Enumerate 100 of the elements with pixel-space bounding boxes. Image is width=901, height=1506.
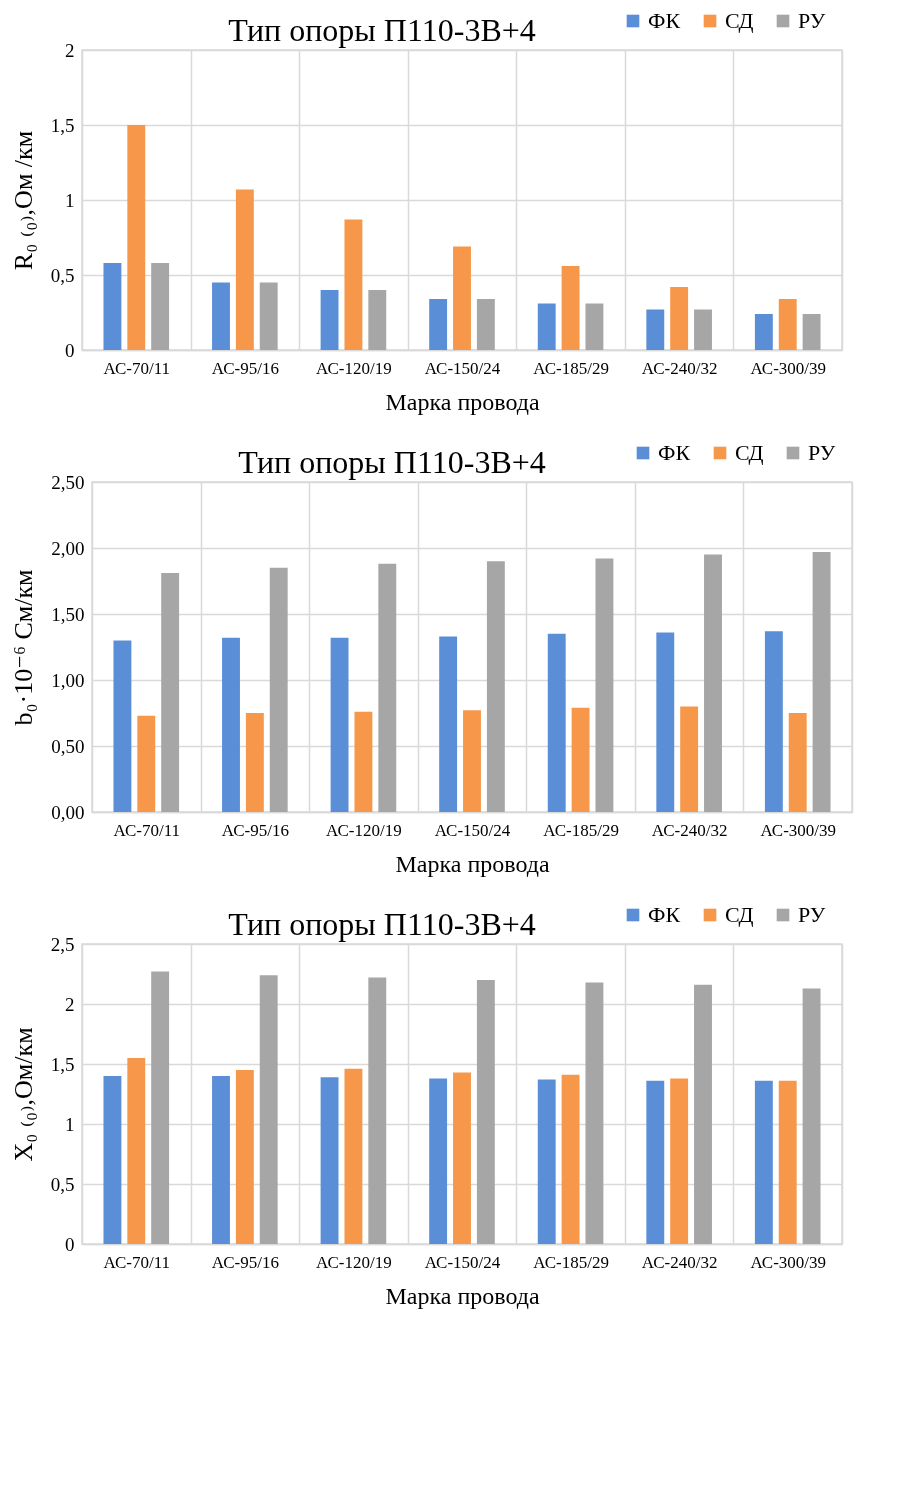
bar bbox=[259, 282, 278, 350]
bar bbox=[802, 314, 821, 350]
x-tick-label: АС-300/39 bbox=[760, 820, 837, 840]
bar bbox=[561, 266, 580, 350]
x-tick-label: АС-70/11 bbox=[113, 820, 181, 840]
bar bbox=[453, 1072, 471, 1244]
bar bbox=[680, 706, 699, 812]
bar bbox=[537, 303, 556, 350]
bar bbox=[476, 299, 495, 350]
legend-label: ФК bbox=[658, 440, 691, 465]
bar bbox=[670, 287, 689, 350]
bar bbox=[463, 710, 481, 812]
bar bbox=[802, 988, 821, 1244]
legend-label: ФК bbox=[648, 8, 681, 33]
x-tick-label: АС-185/29 bbox=[543, 820, 619, 840]
bar bbox=[764, 631, 783, 812]
bar bbox=[127, 125, 146, 350]
bar bbox=[161, 573, 180, 812]
bar bbox=[235, 189, 254, 350]
bar bbox=[788, 713, 807, 812]
y-tick-label: 1,50 bbox=[51, 603, 85, 625]
bar bbox=[537, 1079, 556, 1244]
bar bbox=[778, 299, 797, 350]
bar bbox=[486, 561, 505, 812]
legend-label: СД bbox=[725, 8, 754, 33]
bar bbox=[646, 309, 665, 350]
legend-label: РУ bbox=[808, 440, 836, 465]
y-tick-label: 2 bbox=[65, 39, 75, 61]
x-tick-label: АС-150/24 bbox=[434, 820, 511, 840]
bar bbox=[235, 1070, 254, 1244]
bar bbox=[103, 1076, 122, 1244]
x-tick-label: АС-120/19 bbox=[316, 1252, 392, 1272]
bar bbox=[694, 984, 712, 1244]
chart-title: Тип опоры П110-3В+4 bbox=[238, 444, 546, 480]
x-tick-label: АС-300/39 bbox=[750, 358, 827, 378]
bar bbox=[320, 1077, 339, 1244]
bar bbox=[754, 1080, 773, 1244]
legend-label: РУ bbox=[798, 8, 826, 33]
bar bbox=[453, 246, 471, 350]
y-tick-label: 1 bbox=[65, 189, 75, 211]
x-tick-label: АС-185/29 bbox=[533, 1252, 609, 1272]
x-tick-label: АС-95/16 bbox=[211, 1252, 279, 1272]
bar bbox=[151, 263, 170, 350]
bar bbox=[320, 290, 339, 350]
bar bbox=[754, 314, 773, 350]
bar bbox=[646, 1080, 665, 1244]
y-axis-title: b₀·10⁻⁶ См/км bbox=[9, 569, 39, 726]
x-tick-label: АС-95/16 bbox=[221, 820, 289, 840]
bar bbox=[113, 640, 132, 812]
y-axis-title: R₀ ₍₀₎,Ом /км bbox=[8, 130, 38, 271]
y-tick-label: 0,5 bbox=[50, 264, 75, 286]
y-tick-label: 1,5 bbox=[50, 1053, 75, 1075]
bar bbox=[137, 715, 156, 812]
y-tick-label: 1,00 bbox=[51, 669, 85, 691]
bar bbox=[378, 563, 397, 812]
y-tick-label: 0 bbox=[65, 339, 75, 361]
x-tick-label: АС-240/32 bbox=[651, 820, 728, 840]
x-tick-label: АС-150/24 bbox=[424, 1252, 501, 1272]
legend-label: СД bbox=[725, 902, 754, 927]
bar bbox=[212, 282, 230, 350]
bar bbox=[778, 1080, 797, 1244]
bar bbox=[103, 263, 122, 350]
x-tick-label: АС-120/19 bbox=[316, 358, 392, 378]
x-tick-label: АС-185/29 bbox=[533, 358, 609, 378]
x-tick-label: АС-120/19 bbox=[326, 820, 402, 840]
y-axis-title: X₀ ₍₀₎,Ом/км bbox=[8, 1027, 38, 1162]
bar bbox=[656, 632, 675, 812]
x-tick-label: АС-300/39 bbox=[750, 1252, 827, 1272]
bar bbox=[259, 975, 278, 1244]
bar bbox=[812, 551, 831, 812]
bar bbox=[476, 980, 495, 1244]
y-tick-label: 0,50 bbox=[51, 735, 85, 757]
bar bbox=[344, 219, 363, 350]
bar bbox=[429, 299, 448, 350]
bar bbox=[595, 558, 614, 812]
x-tick-label: АС-95/16 bbox=[211, 358, 279, 378]
bar bbox=[547, 633, 566, 812]
bar bbox=[245, 713, 264, 812]
bar bbox=[151, 971, 170, 1244]
x-tick-label: АС-70/11 bbox=[103, 1252, 171, 1272]
bar bbox=[429, 1078, 448, 1244]
bar bbox=[368, 977, 387, 1244]
legend-label: ФК bbox=[648, 902, 681, 927]
bar bbox=[368, 290, 387, 350]
bar bbox=[704, 554, 722, 812]
bar bbox=[269, 567, 288, 812]
bar bbox=[439, 636, 458, 812]
bar bbox=[212, 1076, 230, 1244]
y-tick-label: 1,5 bbox=[50, 114, 75, 136]
y-tick-label: 0,00 bbox=[51, 801, 85, 823]
bar bbox=[694, 309, 712, 350]
x-axis-title: Марка провода bbox=[395, 850, 550, 877]
bar bbox=[585, 303, 604, 350]
chart-title: Тип опоры П110-3В+4 bbox=[228, 12, 536, 48]
y-tick-label: 2,00 bbox=[51, 537, 85, 559]
bar bbox=[571, 707, 590, 812]
x-tick-label: АС-70/11 bbox=[103, 358, 171, 378]
y-tick-label: 2,50 bbox=[51, 471, 85, 493]
bar bbox=[222, 637, 240, 812]
x-tick-label: АС-240/32 bbox=[641, 358, 718, 378]
